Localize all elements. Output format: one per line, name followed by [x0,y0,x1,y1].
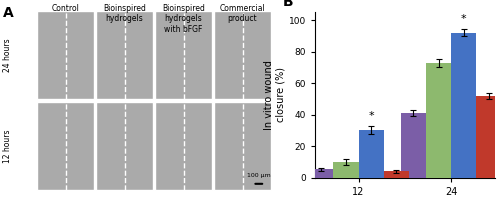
Bar [400,113,426,178]
Text: B: B [282,0,293,9]
Text: 24 hours: 24 hours [3,39,12,72]
Bar [38,11,94,99]
Text: Control: Control [52,4,80,13]
Y-axis label: In vitro wound
closure (%): In vitro wound closure (%) [264,60,285,130]
Text: 12 hours: 12 hours [3,130,12,163]
Bar [426,63,451,178]
Bar [214,11,270,99]
Text: *: * [368,111,374,121]
Bar [96,11,152,99]
Text: Bioinspired
hydrogels: Bioinspired hydrogels [103,4,146,23]
Bar [38,102,94,190]
Text: Commercial
product: Commercial product [220,4,266,23]
Bar [451,33,476,178]
Text: A: A [3,6,13,20]
Text: *: * [461,14,466,24]
Bar [96,102,152,190]
Bar [476,96,500,178]
Bar [214,102,270,190]
Bar [156,11,212,99]
Bar [334,162,358,178]
Text: Bioinspired
hydrogels
with bFGF: Bioinspired hydrogels with bFGF [162,4,205,34]
Bar [308,169,334,178]
Bar [156,102,212,190]
Text: 100 μm: 100 μm [247,173,271,178]
Bar [384,171,409,178]
Bar [358,130,384,178]
